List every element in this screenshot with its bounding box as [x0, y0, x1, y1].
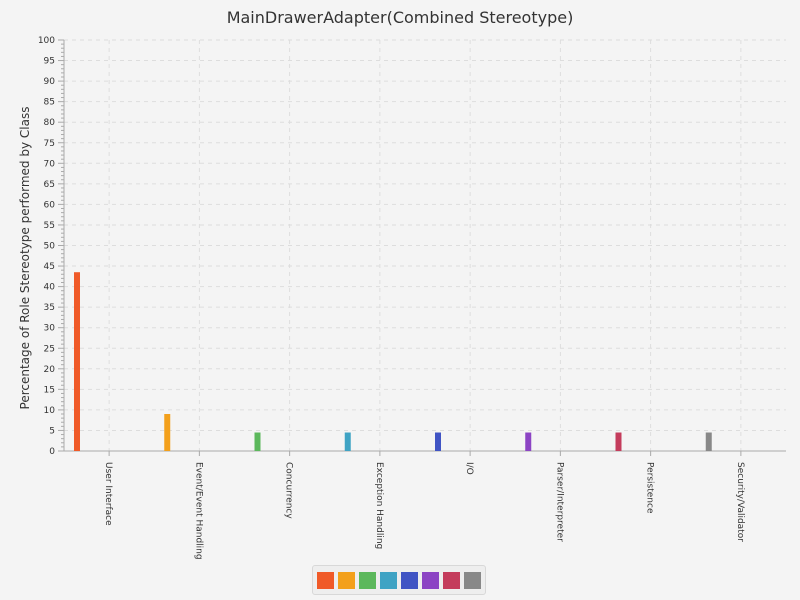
bar	[435, 432, 441, 451]
y-tick-label: 5	[49, 426, 55, 436]
x-tick-label: User Interface	[103, 462, 113, 526]
y-tick-label: 0	[49, 447, 55, 457]
legend-swatch	[380, 571, 397, 589]
bars	[74, 272, 712, 451]
bar	[164, 414, 171, 451]
legend-swatch	[422, 571, 439, 589]
legend-swatch	[443, 571, 460, 589]
legend-swatch	[359, 571, 376, 589]
x-tick-label: Persistence	[645, 462, 655, 514]
bar	[525, 432, 532, 451]
legend-swatch	[401, 571, 418, 589]
bar	[615, 432, 622, 451]
y-tick-label: 80	[44, 118, 56, 128]
legend-swatch	[464, 571, 481, 589]
y-tick-label: 70	[44, 159, 56, 169]
x-tick-label: Parser/Interpreter	[554, 462, 564, 542]
legend-swatch	[338, 571, 355, 589]
y-tick-label: 45	[44, 262, 55, 272]
y-axis-label: Percentage of Role Stereotype performed …	[18, 107, 32, 410]
y-tick-label: 30	[44, 324, 56, 334]
axes: 0 5 10 15 20 25 30 35 40 45 50 55 60 65 70 75 80 85 90 95 10…	[38, 36, 786, 457]
y-tick-label: 35	[44, 303, 55, 313]
x-tick-label: I/O	[464, 462, 474, 475]
x-tick-label: Concurrency	[284, 462, 294, 519]
bar	[254, 432, 261, 451]
y-tick-label: 95	[44, 57, 55, 67]
legend-swatch	[317, 571, 334, 589]
y-tick-label: 25	[44, 344, 55, 354]
y-tick-label: 90	[44, 77, 56, 87]
y-tick-label: 85	[44, 98, 55, 108]
y-tick-label: 75	[44, 139, 55, 149]
y-tick-label: 50	[44, 242, 56, 252]
bar	[344, 432, 351, 451]
y-tick-label: 10	[44, 406, 56, 416]
bar	[74, 272, 80, 451]
chart-title: MainDrawerAdapter(Combined Stereotype)	[227, 8, 574, 27]
legend	[312, 565, 486, 595]
y-tick-label: 55	[44, 221, 55, 231]
y-tick-label: 40	[44, 283, 56, 293]
grid	[64, 39, 786, 451]
y-tick-label: 20	[44, 365, 56, 375]
y-tick-label: 15	[44, 385, 55, 395]
y-tick-label: 65	[44, 180, 55, 190]
y-tick-label: 100	[38, 36, 55, 46]
y-tick-label: 60	[44, 200, 56, 210]
x-ticks: User Interface Event/Event Handling Concur…	[103, 451, 745, 560]
x-tick-label: Exception Handling	[374, 462, 384, 549]
bar	[705, 432, 712, 451]
x-tick-label: Security/Validator	[735, 462, 745, 542]
x-tick-label: Event/Event Handling	[193, 462, 203, 560]
